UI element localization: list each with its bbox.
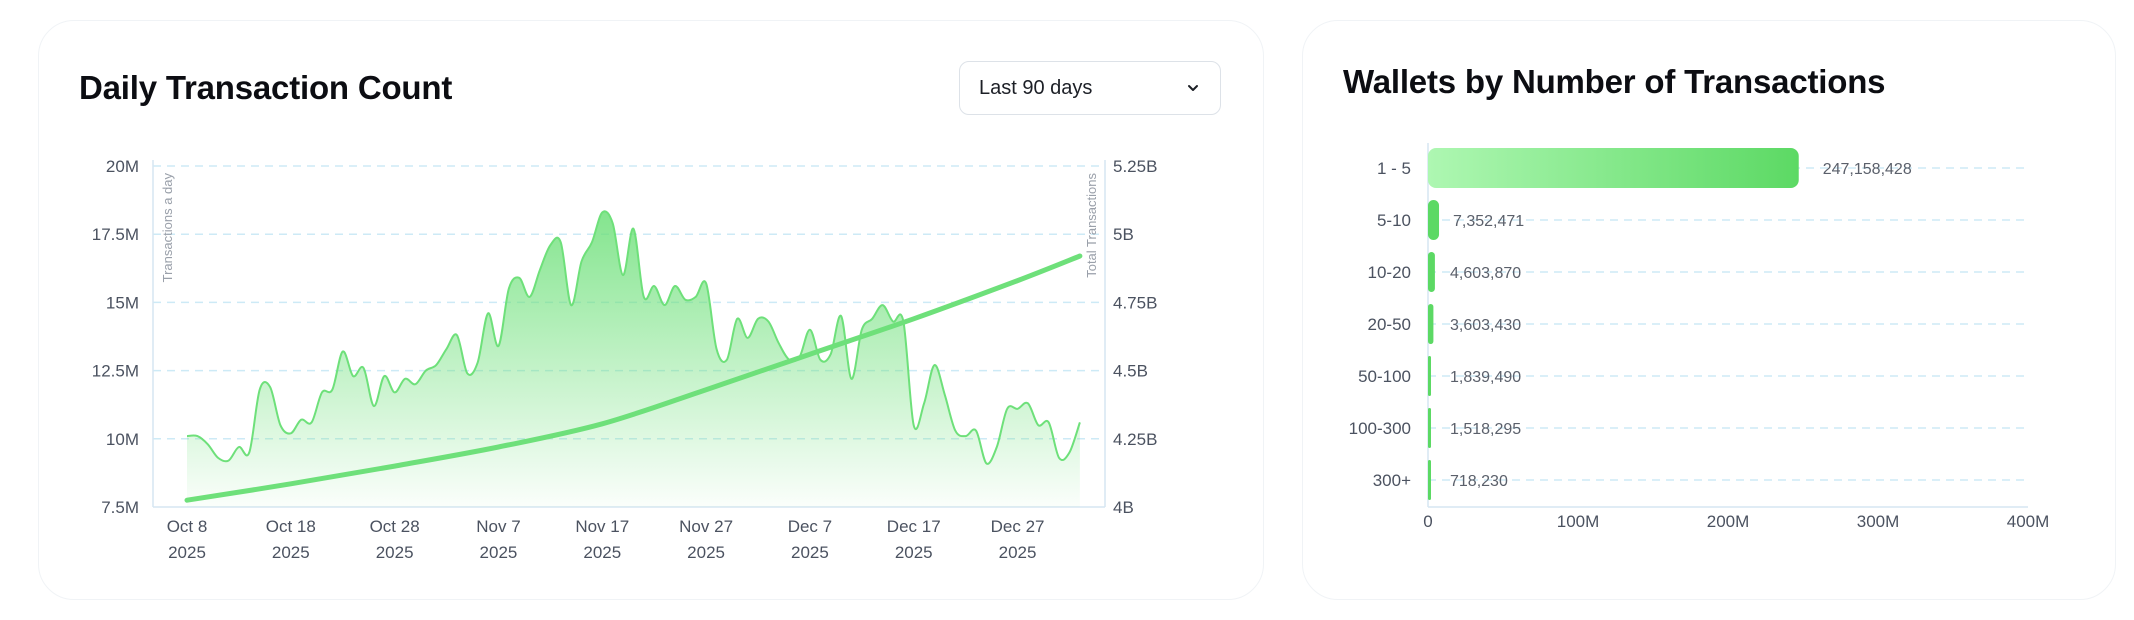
y-left-tick-label: 15M	[106, 293, 139, 312]
bar-value-label: 4,603,870	[1450, 265, 1521, 282]
range-dropdown-value: Last 90 days	[979, 77, 1093, 99]
x-tick-label: 200M	[1707, 512, 1750, 531]
x-tick-year: 2025	[895, 543, 933, 562]
y-right-tick-label: 4B	[1113, 498, 1134, 517]
bar-value-label: 3,603,430	[1450, 317, 1521, 334]
card-title: Daily Transaction Count	[79, 69, 453, 106]
y-left-tick-label: 20M	[106, 157, 139, 176]
x-tick-year: 2025	[687, 543, 725, 562]
y-right-tick-label: 5.25B	[1113, 157, 1157, 176]
x-tick-year: 2025	[583, 543, 621, 562]
x-tick-date: Oct 18	[266, 517, 316, 536]
bar	[1428, 460, 1431, 500]
category-label: 5-10	[1377, 211, 1411, 230]
bar-value-label: 7,352,471	[1453, 213, 1524, 230]
bar	[1428, 148, 1799, 188]
x-tick-year: 2025	[168, 543, 206, 562]
category-label: 1 - 5	[1377, 159, 1411, 178]
daily-transactions-area	[187, 211, 1080, 507]
x-tick-year: 2025	[272, 543, 310, 562]
category-label: 50-100	[1358, 367, 1411, 386]
bar	[1428, 200, 1440, 240]
y-right-tick-label: 4.75B	[1113, 293, 1157, 312]
x-tick-date: Dec 7	[788, 517, 832, 536]
bar	[1428, 408, 1431, 448]
bar	[1428, 356, 1431, 396]
wallets-bar-chart: 1 - 5 247,158,428 5-10 7,352,471 10-20 4,603,…	[1349, 143, 2050, 531]
x-tick-date: Oct 8	[167, 517, 208, 536]
daily-transactions-card: Daily Transaction Count Last 90 days 7.5…	[38, 20, 1264, 600]
x-tick-label: 0	[1423, 512, 1432, 531]
x-tick-date: Nov 27	[679, 517, 733, 536]
category-label: 10-20	[1368, 263, 1411, 282]
bar-value-label: 247,158,428	[1823, 161, 1912, 178]
y-right-axis-title: Total Transactions	[1084, 173, 1099, 278]
y-left-tick-label: 17.5M	[92, 225, 139, 244]
x-tick-label: 300M	[1857, 512, 1900, 531]
y-left-axis-title: Transactions a day	[160, 173, 175, 283]
category-label: 20-50	[1368, 315, 1411, 334]
chevron-down-icon	[1188, 85, 1198, 91]
bar-value-label: 718,230	[1450, 473, 1508, 490]
x-tick-date: Dec 17	[887, 517, 941, 536]
x-tick-date: Oct 28	[370, 517, 420, 536]
bar-value-label: 1,518,295	[1450, 421, 1521, 438]
x-tick-year: 2025	[480, 543, 518, 562]
x-tick-date: Nov 17	[575, 517, 629, 536]
y-left-tick-label: 10M	[106, 430, 139, 449]
bar-value-label: 1,839,490	[1450, 369, 1521, 386]
y-left-tick-label: 12.5M	[92, 362, 139, 381]
total-transactions-line	[184, 253, 1083, 503]
y-right-tick-label: 4.5B	[1113, 362, 1148, 381]
daily-transactions-line	[186, 210, 1081, 465]
bar	[1428, 304, 1434, 344]
x-tick-label: 100M	[1557, 512, 1600, 531]
category-label: 300+	[1373, 471, 1411, 490]
category-label: 100-300	[1349, 419, 1411, 438]
x-tick-year: 2025	[376, 543, 414, 562]
y-right-tick-label: 5B	[1113, 225, 1134, 244]
range-dropdown[interactable]: Last 90 days	[959, 61, 1221, 115]
x-tick-label: 400M	[2007, 512, 2050, 531]
wallets-card: Wallets by Number of Transactions 1 - 5 2…	[1302, 20, 2116, 600]
x-tick-date: Dec 27	[991, 517, 1045, 536]
bar	[1428, 252, 1435, 292]
x-tick-year: 2025	[999, 543, 1037, 562]
y-right-tick-label: 4.25B	[1113, 430, 1157, 449]
card-title: Wallets by Number of Transactions	[1343, 63, 1886, 100]
x-tick-year: 2025	[791, 543, 829, 562]
daily-transactions-chart: 7.5M 10M 12.5M 15M 17.5M 20M 4B 4.25B 4.5B 4.75B 5…	[92, 157, 1158, 562]
x-tick-date: Nov 7	[476, 517, 520, 536]
y-left-tick-label: 7.5M	[101, 498, 139, 517]
